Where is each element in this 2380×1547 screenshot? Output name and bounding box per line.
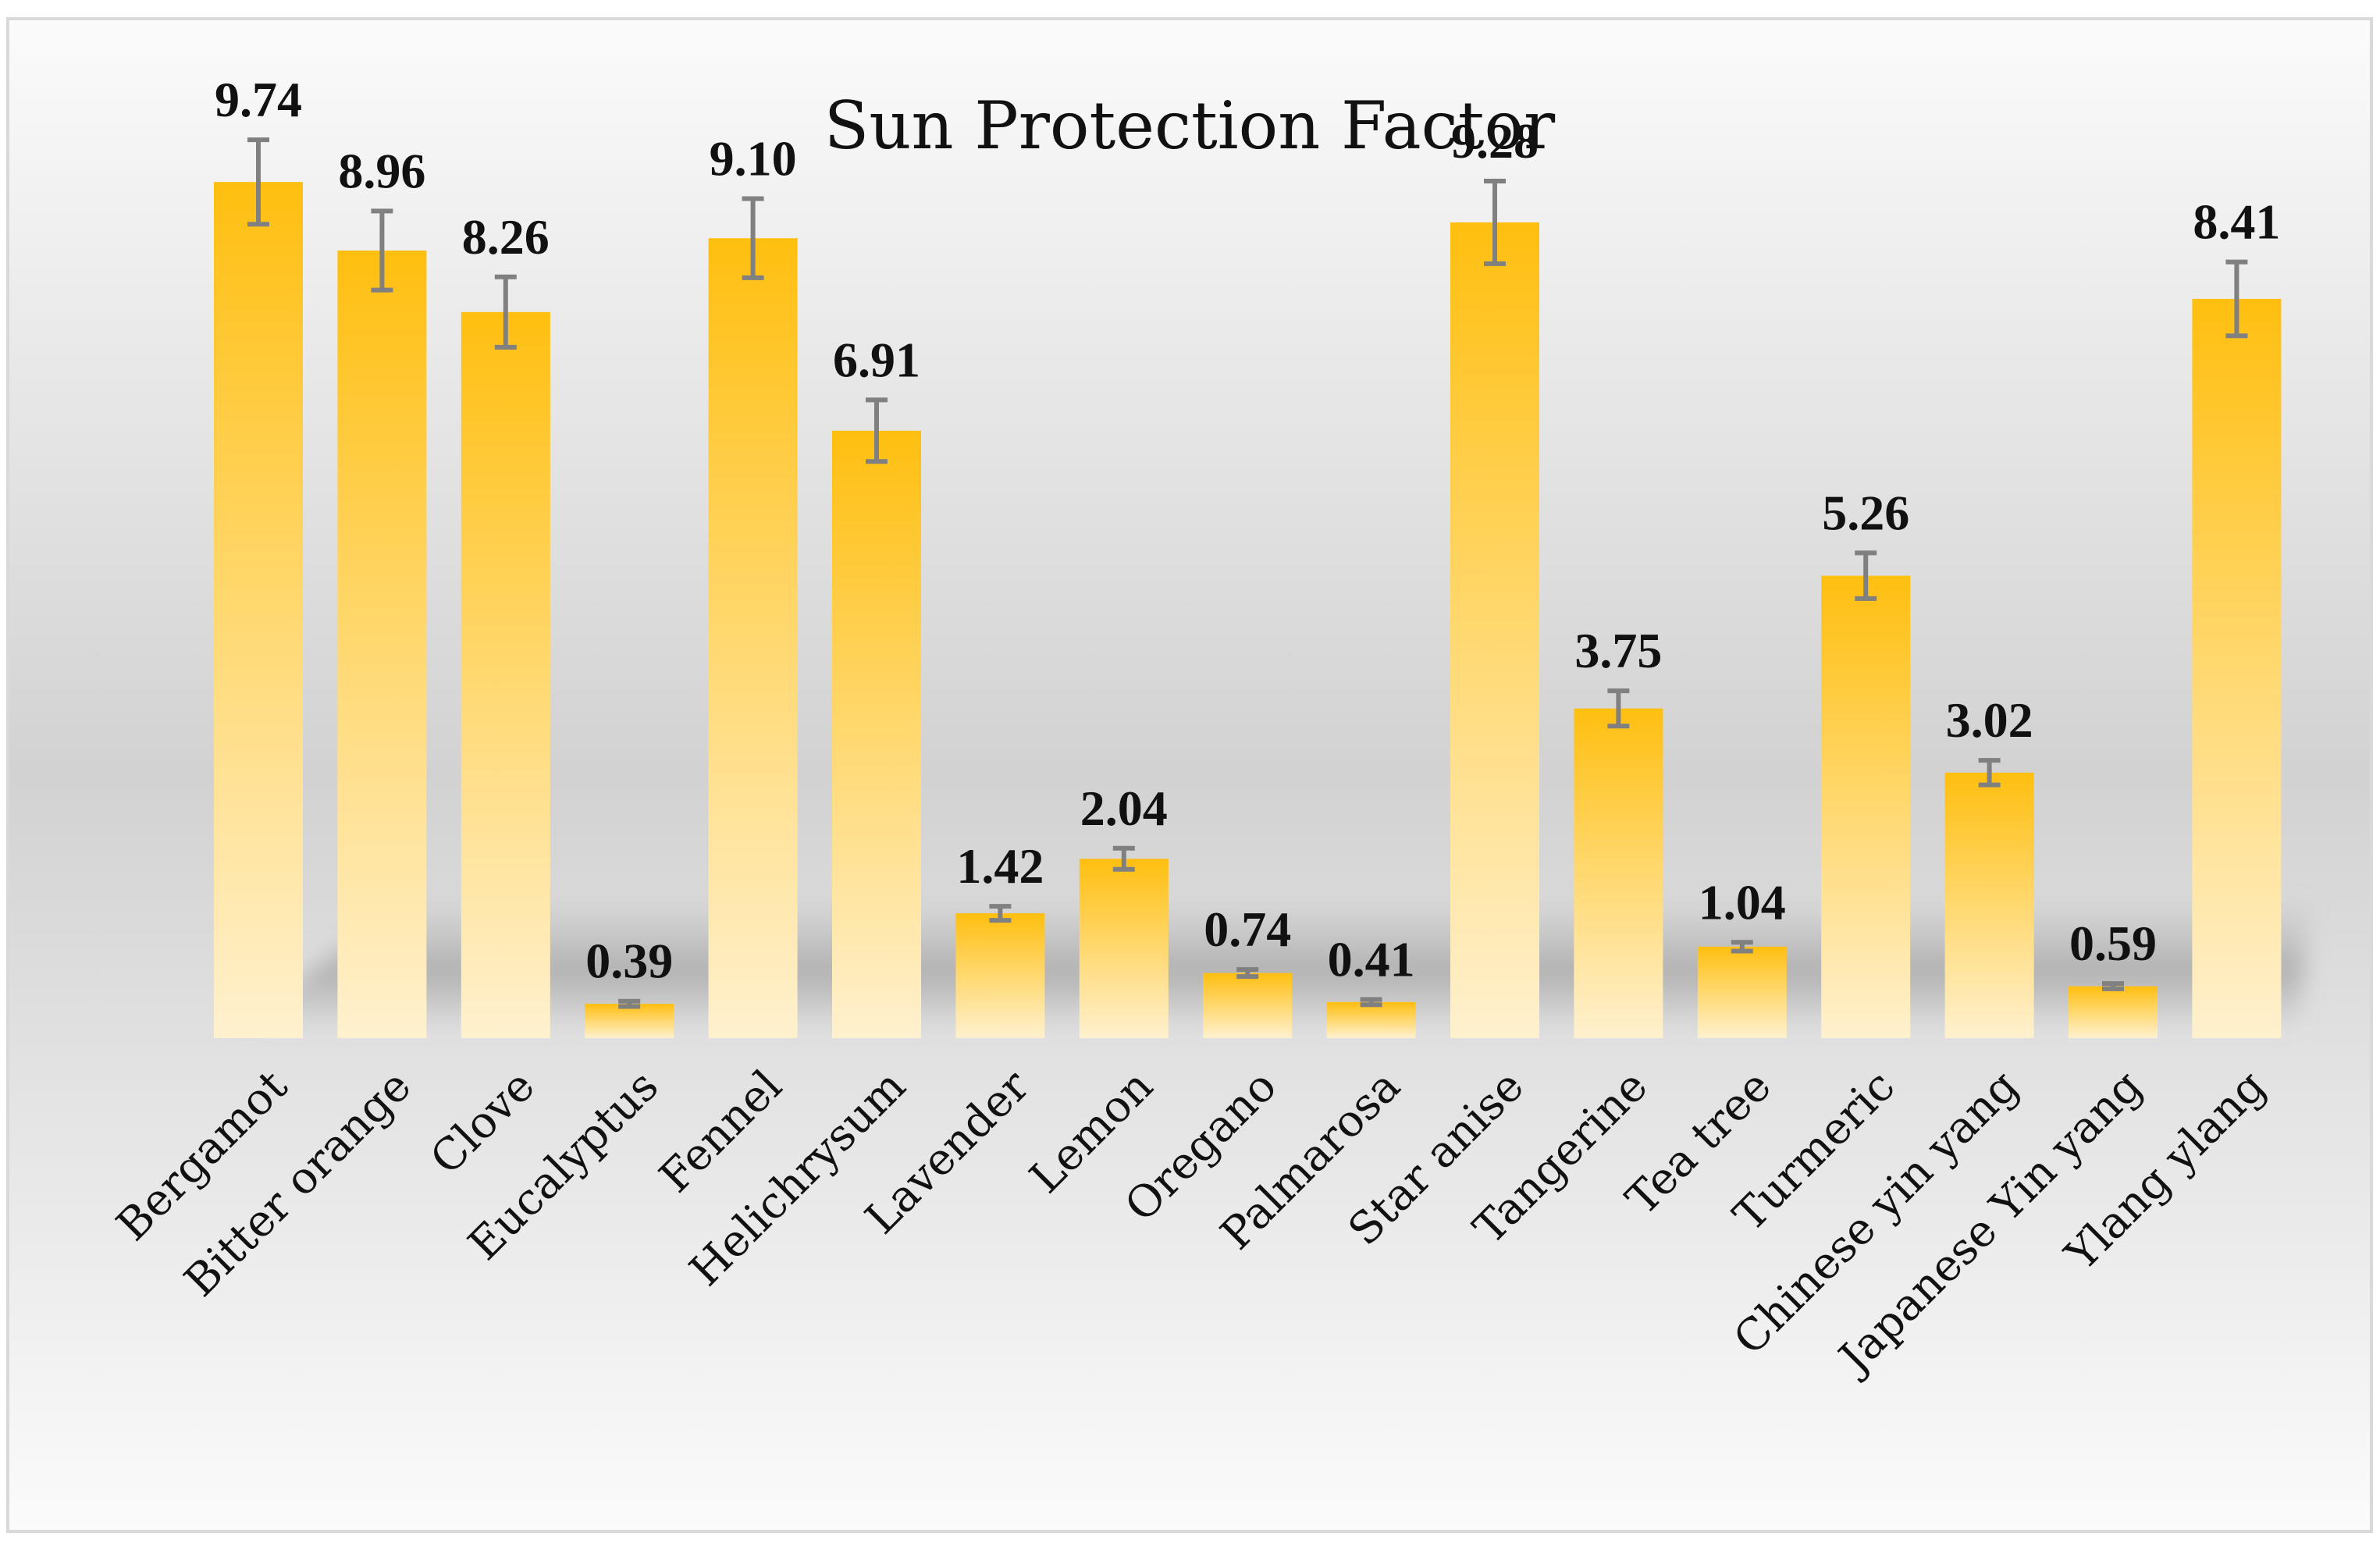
value-label-fennel: 9.10 [710, 131, 797, 187]
value-label-eucalyptus: 0.39 [585, 934, 673, 989]
error-bar-bergamot [247, 137, 269, 227]
value-label-clove: 8.26 [462, 209, 550, 265]
bar-helichrysum [832, 430, 921, 1038]
bar-chinese-yin-yang [1944, 772, 2034, 1038]
bar-lemon [1079, 859, 1169, 1038]
bar-turmeric [1821, 575, 1911, 1038]
error-bar-palmarosa [1360, 997, 1382, 1008]
error-bar-helichrysum [866, 397, 888, 464]
value-label-tea-tree: 1.04 [1699, 874, 1786, 930]
bar-tea-tree [1697, 946, 1787, 1038]
bar-bergamot [214, 182, 303, 1038]
bar-clove [461, 311, 550, 1038]
error-bar-clove [494, 274, 517, 350]
error-bar-eucalyptus [618, 998, 641, 1009]
error-bar-tangerine [1607, 688, 1630, 729]
value-label-bergamot: 9.74 [215, 72, 302, 127]
value-label-bitter-orange: 8.96 [338, 143, 425, 198]
bars-layer [214, 182, 2282, 1039]
value-label-chinese-yin-yang: 3.02 [1946, 692, 2033, 748]
value-label-lemon: 2.04 [1080, 781, 1168, 836]
error-bar-fennel [742, 196, 764, 280]
value-label-lavender: 1.42 [956, 838, 1044, 894]
error-bar-japanese-yin-yang [2102, 981, 2124, 991]
bar-bitter-orange [337, 250, 427, 1039]
chart-title: Sun Protection Factor [824, 87, 1556, 164]
value-label-tangerine: 3.75 [1574, 623, 1662, 678]
value-label-oregano: 0.74 [1204, 902, 1291, 957]
error-bars-layer [247, 137, 2248, 1009]
error-bar-chinese-yin-yang [1978, 758, 2001, 788]
value-label-star-anise: 9.28 [1451, 113, 1539, 169]
bar-fennel [708, 238, 798, 1038]
bar-star-anise [1450, 222, 1539, 1038]
error-bar-star-anise [1484, 179, 1506, 266]
bar-lavender [955, 913, 1045, 1038]
bar-ylang-ylang [2192, 298, 2282, 1038]
value-labels-layer: 9.74 8.96 8.26 0.39 9.10 6.91 1.42 2.04 0.74 0.41… [215, 72, 2280, 989]
value-label-turmeric: 5.26 [1822, 485, 1909, 540]
bar-tangerine [1574, 708, 1663, 1038]
bar-eucalyptus [585, 1004, 674, 1038]
value-label-ylang-ylang: 8.41 [2193, 194, 2280, 250]
error-bar-lavender [989, 904, 1012, 923]
value-label-palmarosa: 0.41 [1328, 931, 1415, 987]
value-label-helichrysum: 6.91 [833, 332, 920, 387]
bar-palmarosa [1326, 1001, 1416, 1038]
error-bar-lemon [1112, 845, 1135, 872]
error-bar-tea-tree [1731, 940, 1753, 954]
value-label-japanese-yin-yang: 0.59 [2069, 916, 2157, 971]
bar-oregano [1203, 973, 1293, 1038]
error-bar-bitter-orange [371, 208, 393, 293]
error-bar-oregano [1236, 967, 1259, 980]
error-bar-ylang-ylang [2225, 259, 2248, 339]
error-bar-turmeric [1855, 550, 1877, 601]
bar-japanese-yin-yang [2069, 986, 2158, 1038]
